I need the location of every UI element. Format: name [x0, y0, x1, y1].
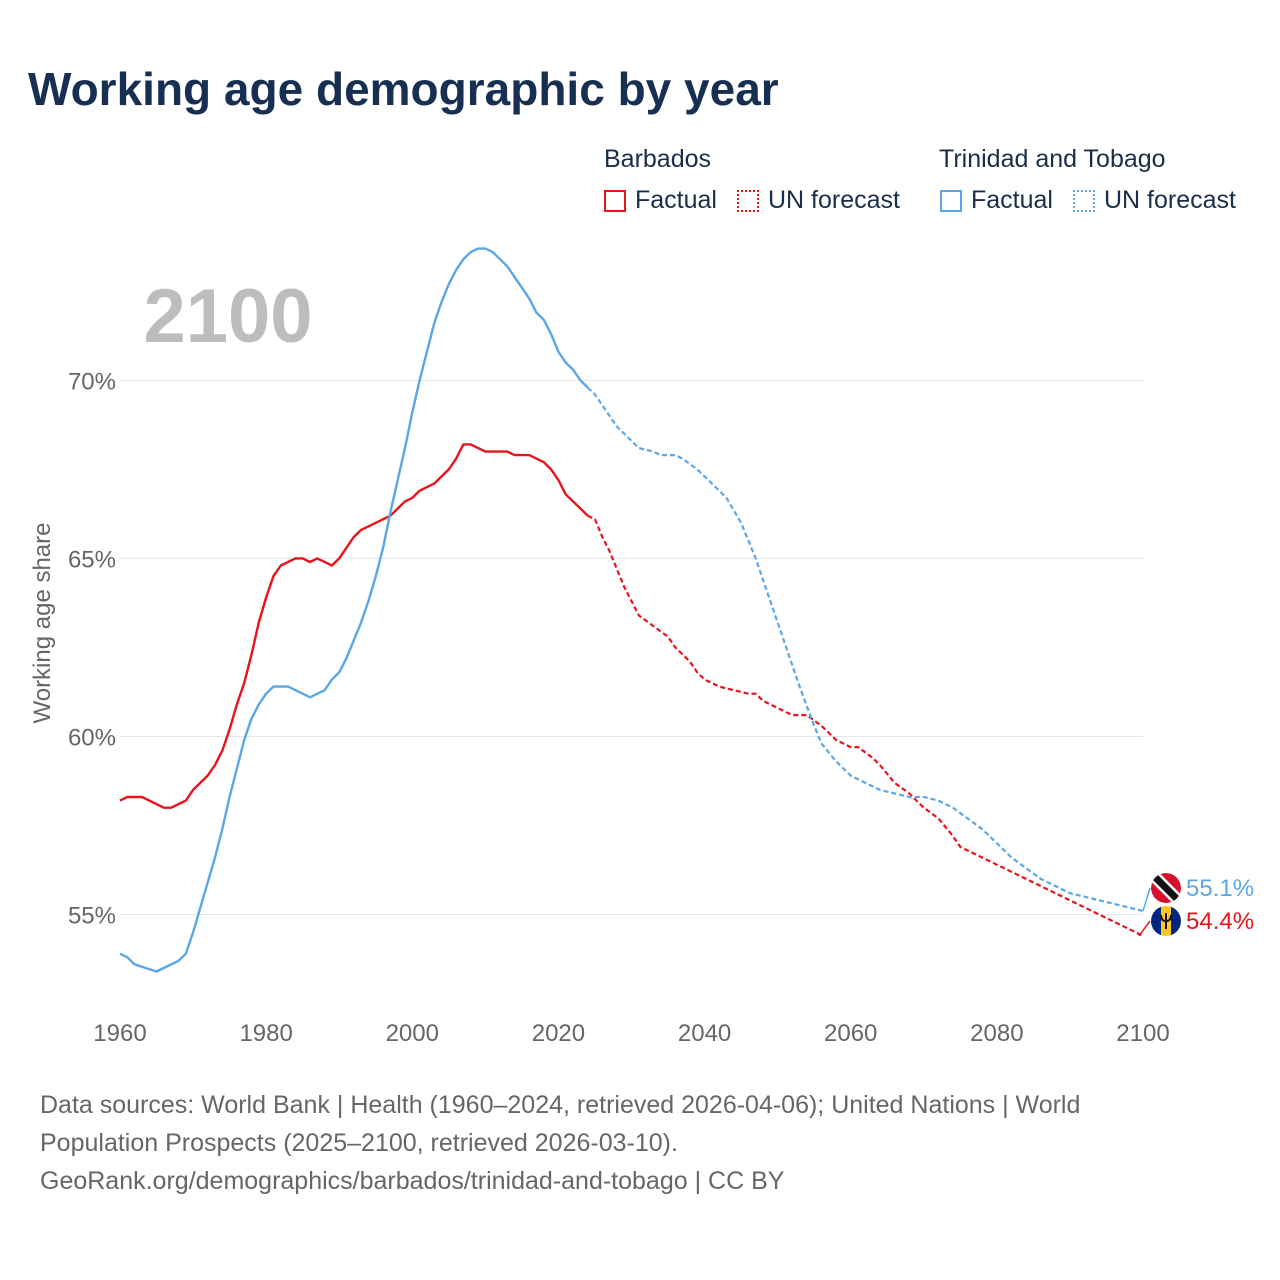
legend-label: Factual [971, 186, 1053, 214]
x-tick-label: 2040 [678, 1020, 731, 1047]
source-line-3: GeoRank.org/demographics/barbados/trinid… [40, 1167, 785, 1195]
x-tick-label: 2100 [1116, 1020, 1169, 1047]
trinidad-and-tobago-flag-icon [1151, 873, 1181, 903]
x-tick-label: 2000 [386, 1020, 439, 1047]
legend-swatch-solid-icon [940, 189, 962, 212]
leader-line [1138, 920, 1151, 937]
source-line-1: Data sources: World Bank | Health (1960–… [40, 1091, 1081, 1119]
series-line-trinidad-and-tobago-factual [119, 247, 589, 973]
legend-swatch-dotted-icon [1073, 189, 1095, 212]
series-line-trinidad-and-tobago-forecast [586, 386, 1144, 913]
x-tick-label: 1980 [239, 1020, 292, 1047]
barbados-flag-icon [1151, 906, 1181, 936]
legend-swatch-dotted-icon [737, 189, 759, 212]
y-tick-label: 55% [68, 903, 116, 930]
legend-item-barbados-forecast[interactable]: UN forecast [737, 186, 900, 215]
source-line-2: Population Prospects (2025–2100, retriev… [40, 1129, 678, 1157]
leader-line [1142, 887, 1151, 912]
legend-item-barbados-factual[interactable]: Factual [604, 186, 717, 215]
legend-label: Factual [635, 186, 717, 214]
legend-label: UN forecast [768, 186, 900, 214]
series-line-barbados-forecast [587, 514, 1144, 937]
chart-title: Working age demographic by year [28, 63, 779, 115]
end-value-label-barbados: 54.4% [1186, 908, 1254, 935]
year-watermark: 2100 [143, 274, 312, 359]
source-note: Data sources: World Bank | Health (1960–… [40, 1086, 1240, 1200]
series-line-barbados-factual [119, 443, 589, 809]
x-tick-label: 1960 [93, 1020, 146, 1047]
x-tick-label: 2080 [970, 1020, 1023, 1047]
y-axis-label: Working age share [29, 523, 56, 724]
legend-group-trinidad-and-tobago: Trinidad and Tobago [939, 145, 1166, 173]
legend-swatch-solid-icon [604, 189, 626, 212]
y-tick-label: 60% [68, 724, 116, 751]
legend-group-barbados: Barbados [604, 145, 712, 173]
legend-item-trinidad-factual[interactable]: Factual [940, 186, 1053, 215]
legend-label: UN forecast [1104, 186, 1236, 214]
end-value-label-trinidad-and-tobago: 55.1% [1186, 875, 1254, 902]
legend-item-trinidad-forecast[interactable]: UN forecast [1073, 186, 1236, 215]
y-tick-label: 70% [68, 368, 116, 395]
y-tick-label: 65% [68, 546, 116, 573]
x-tick-label: 2020 [532, 1020, 585, 1047]
x-tick-label: 2060 [824, 1020, 877, 1047]
